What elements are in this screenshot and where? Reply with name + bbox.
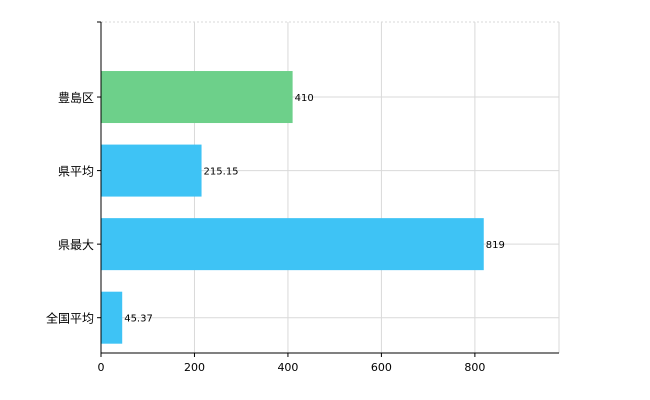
value-label-3: 45.37: [124, 314, 153, 325]
bar-3: [101, 291, 123, 344]
category-label-2: 県最大: [58, 238, 94, 252]
bar-2: [101, 218, 484, 271]
category-label-1: 県平均: [58, 165, 94, 179]
category-label-0: 豊島区: [58, 90, 94, 105]
bar-0: [101, 71, 293, 124]
value-label-1: 215.15: [204, 167, 239, 178]
x-tick-label-4: 800: [464, 361, 485, 374]
x-tick-label-0: 0: [98, 361, 105, 374]
x-tick-label-3: 600: [371, 361, 392, 374]
bar-layer: [101, 71, 484, 344]
bar-1: [101, 144, 202, 197]
x-tick-label-2: 400: [277, 361, 298, 374]
category-label-3: 全国平均: [46, 311, 94, 326]
value-label-0: 410: [295, 93, 314, 104]
x-tick-label-1: 200: [184, 361, 205, 374]
axis-layer: [97, 21, 559, 357]
value-label-2: 819: [486, 240, 505, 251]
